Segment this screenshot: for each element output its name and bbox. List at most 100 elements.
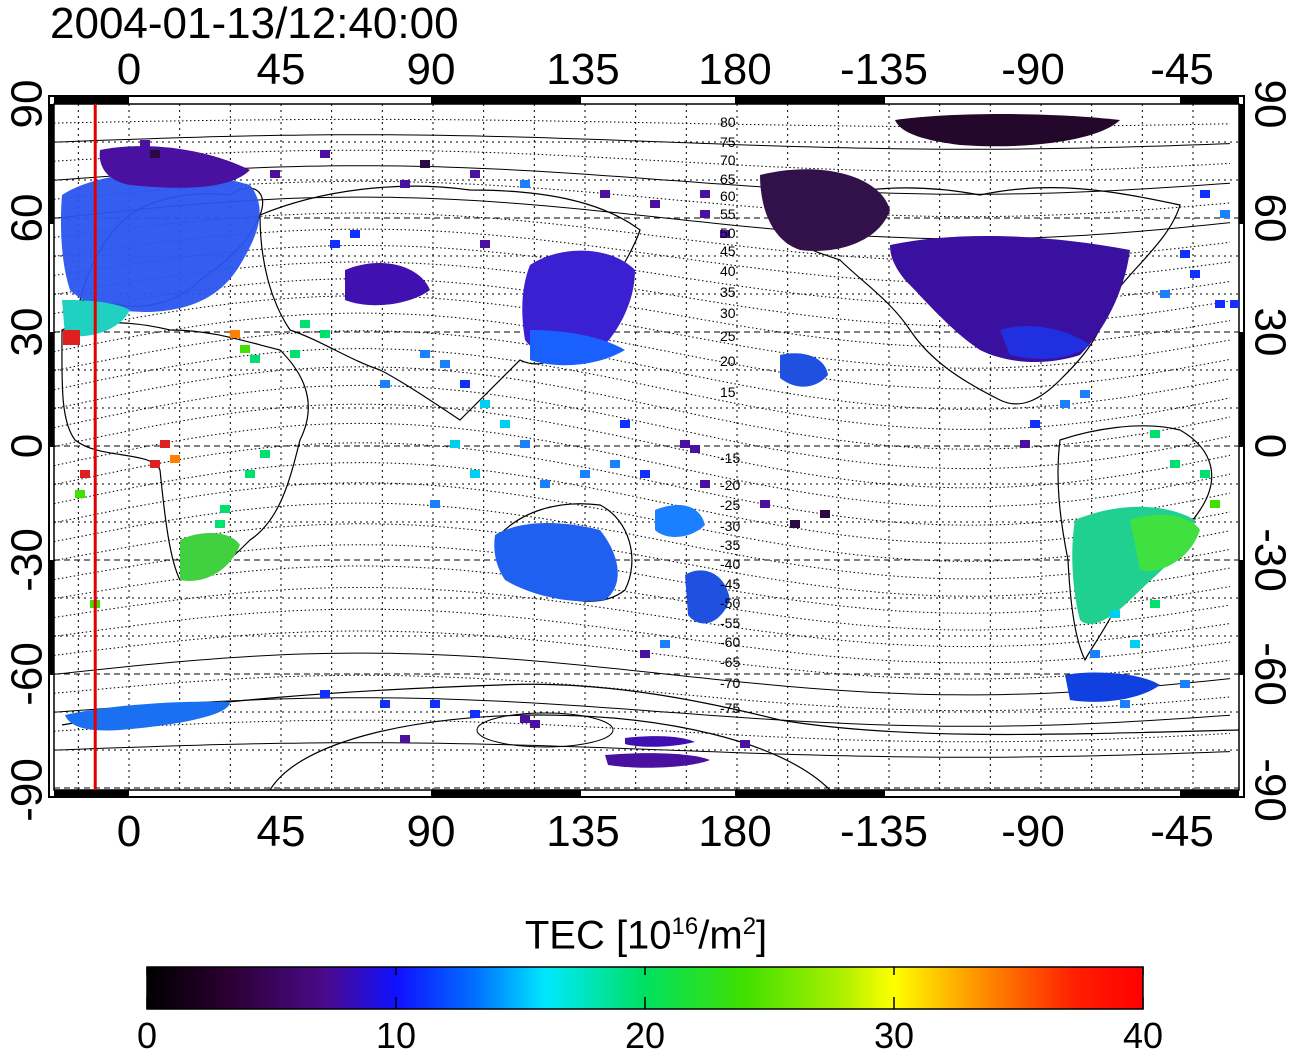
tec-pixel — [520, 180, 530, 188]
tec-pixel — [1130, 640, 1140, 648]
tec-pixel — [520, 715, 530, 723]
colorbar-tick-label: 10 — [375, 1015, 417, 1056]
bottom-longitude-label: -135 — [840, 807, 928, 856]
tec-pixel — [520, 440, 530, 448]
tec-data-patches — [60, 114, 1200, 768]
tec-pixel — [140, 140, 150, 148]
contour-label: 45 — [720, 243, 736, 259]
coastline-asia — [259, 185, 641, 421]
tec-pixel — [620, 420, 630, 428]
right-latitude-label: 60 — [1245, 194, 1292, 243]
contour-label: 65 — [720, 171, 736, 187]
contour-label: 35 — [720, 284, 736, 300]
tec-pixel — [470, 710, 480, 718]
bottom-longitude-labels: 0 45 90 135 180 -135 -90 -45 — [117, 807, 1214, 856]
tec-pixel — [430, 700, 440, 708]
tec-pixel — [1180, 250, 1190, 258]
tec-scatter-points — [75, 140, 1239, 748]
tec-pixel — [230, 330, 240, 338]
tec-pixel — [260, 450, 270, 458]
tec-pixel — [1090, 650, 1100, 658]
left-latitude-labels: 90 60 30 0 -30 -60 -90 — [3, 80, 52, 822]
contour-label: -65 — [720, 654, 740, 670]
tec-pixel — [680, 440, 690, 448]
top-longitude-label: 45 — [257, 45, 306, 94]
left-latitude-label: 90 — [3, 80, 52, 129]
right-latitude-labels: 90 60 30 0 -30 -60 -90 — [1245, 80, 1292, 822]
top-longitude-label: -135 — [840, 45, 928, 94]
tec-pixel — [220, 505, 230, 513]
tec-pixel — [500, 420, 510, 428]
contour-label: -75 — [720, 700, 740, 716]
colorbar-title: TEC [1016/m2] — [0, 905, 1292, 957]
tec-pixel — [700, 480, 710, 488]
tec-pixel — [300, 320, 310, 328]
contour-label: -60 — [720, 634, 740, 650]
right-latitude-label: -60 — [1245, 642, 1292, 706]
tec-pixel — [1190, 270, 1200, 278]
tec-pixel — [420, 160, 430, 168]
tec-pixel — [470, 470, 480, 478]
top-longitude-label: 0 — [117, 45, 141, 94]
bottom-longitude-label: 135 — [546, 807, 619, 856]
contour-label: -30 — [720, 518, 740, 534]
tec-pixel — [790, 520, 800, 528]
tec-pixel — [600, 190, 610, 198]
tec-pixel — [660, 640, 670, 648]
frame-tick-bars — [49, 96, 1244, 797]
colorbar-tick-label: 40 — [1122, 1015, 1164, 1056]
tec-pixel — [460, 380, 470, 388]
coastline-antarctica-south — [269, 714, 831, 790]
tec-pixel — [400, 735, 410, 743]
bottom-longitude-label: -90 — [1001, 807, 1065, 856]
contour-label: -70 — [720, 675, 740, 691]
tec-pixel — [380, 700, 390, 708]
tec-pixel — [1160, 290, 1170, 298]
right-latitude-label: 90 — [1245, 80, 1292, 129]
tec-pixel — [1200, 470, 1210, 478]
tec-pixel — [530, 720, 540, 728]
tec-pixel — [160, 440, 170, 448]
tec-pixel — [1030, 420, 1040, 428]
tec-pixel — [330, 240, 340, 248]
contour-label: 25 — [720, 328, 736, 344]
tec-pixel — [1150, 600, 1160, 608]
tec-pixel — [700, 190, 710, 198]
timestamp-title: 2004-01-13/12:40:00 — [50, 0, 459, 48]
bottom-longitude-label: -45 — [1150, 807, 1214, 856]
left-latitude-label: -30 — [3, 528, 52, 592]
tec-pixel — [270, 170, 280, 178]
top-longitude-label: 135 — [546, 45, 619, 94]
tec-pixel — [740, 740, 750, 748]
colorbar-ticks — [146, 967, 1144, 1009]
tec-pixel — [700, 210, 710, 218]
tec-pixel — [1210, 500, 1220, 508]
tec-pixel — [75, 490, 85, 498]
colorbar-title-unit: /m — [698, 913, 743, 958]
colorbar-tick-label: 0 — [136, 1015, 158, 1056]
colorbar-title-end: ] — [756, 913, 768, 958]
right-latitude-label: -30 — [1245, 528, 1292, 592]
tec-pixel — [580, 470, 590, 478]
contour-label: 75 — [720, 134, 736, 150]
tec-pixel — [240, 345, 250, 353]
tec-pixel — [470, 170, 480, 178]
colorbar-tick-label: 30 — [873, 1015, 915, 1056]
coastline-north-america — [769, 186, 1181, 405]
tec-pixel — [400, 180, 410, 188]
tec-pixel — [650, 200, 660, 208]
contour-label: -15 — [720, 450, 740, 466]
right-latitude-label: -90 — [1245, 758, 1292, 822]
tec-pixel — [380, 380, 390, 388]
right-latitude-label: 0 — [1245, 434, 1292, 458]
tec-pixel — [1180, 680, 1190, 688]
tec-pixel — [760, 500, 770, 508]
top-longitude-label: -45 — [1150, 45, 1214, 94]
contour-label: -20 — [720, 477, 740, 493]
tec-pixel — [480, 400, 490, 408]
tec-pixel — [215, 520, 225, 528]
tec-pixel — [170, 455, 180, 463]
left-latitude-label: 60 — [3, 194, 52, 243]
tec-pixel — [1020, 440, 1030, 448]
